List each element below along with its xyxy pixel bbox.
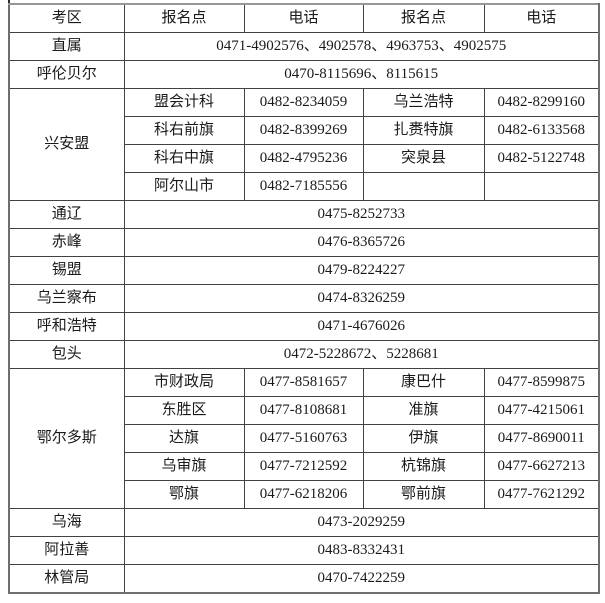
site-cell: 鄂前旗 [362, 480, 485, 509]
table-row-zhishu: 直属 0471-4902576、4902578、4963753、4902575 [8, 32, 600, 61]
phone-cell: 0479-8224227 [123, 256, 600, 285]
contact-table-wrapper: 考区 报名点 电话 报名点 电话 直属 0471-4902576、4902578… [8, 3, 600, 594]
phone-cell: 0470-7422259 [123, 564, 600, 594]
phone-cell: 0477-7621292 [483, 480, 600, 509]
site-cell: 科右中旗 [123, 144, 245, 173]
table-row-wulanchabu: 乌兰察布 0474-8326259 [8, 284, 600, 313]
site-cell: 达旗 [123, 424, 245, 453]
table-row-eerduosi-3: 达旗 0477-5160763 伊旗 0477-8690011 [9, 424, 600, 453]
phone-cell [483, 172, 600, 201]
site-cell: 杭锦旗 [362, 452, 485, 481]
header-registration-site-1: 报名点 [123, 3, 245, 33]
district-cell: 包头 [8, 340, 125, 369]
header-exam-district: 考区 [8, 3, 125, 33]
site-cell: 突泉县 [362, 144, 485, 173]
table-row-wuhai: 乌海 0473-2029259 [8, 508, 600, 537]
table-row-hulunbeier: 呼伦贝尔 0470-8115696、8115615 [8, 60, 600, 89]
phone-cell: 0477-4215061 [483, 396, 600, 425]
header-phone-2: 电话 [483, 3, 600, 33]
exam-registration-contact-table: 考区 报名点 电话 报名点 电话 直属 0471-4902576、4902578… [8, 3, 600, 594]
phone-cell: 0482-8399269 [243, 116, 364, 145]
site-cell: 伊旗 [362, 424, 485, 453]
table-row-huhehaote: 呼和浩特 0471-4676026 [8, 312, 600, 341]
site-cell: 盟会计科 [123, 88, 245, 117]
phone-cell: 0477-8599875 [483, 368, 600, 397]
phone-cell: 0475-8252733 [123, 200, 600, 229]
district-cell: 赤峰 [8, 228, 125, 257]
phone-cell: 0483-8332431 [123, 536, 600, 565]
phone-cell: 0472-5228672、5228681 [123, 340, 600, 369]
phone-cell: 0471-4902576、4902578、4963753、4902575 [123, 32, 600, 61]
table-row-ximeng: 锡盟 0479-8224227 [8, 256, 600, 285]
phone-cell: 0470-8115696、8115615 [123, 60, 600, 89]
district-cell: 直属 [8, 32, 125, 61]
table-row-eerduosi-2: 东胜区 0477-8108681 准旗 0477-4215061 [9, 396, 600, 425]
district-cell: 锡盟 [8, 256, 125, 285]
cut-off-border-stub [8, 0, 10, 4]
table-row-eerduosi-1: 鄂尔多斯 市财政局 0477-8581657 康巴什 0477-8599875 [8, 368, 600, 509]
table-row-baotou: 包头 0472-5228672、5228681 [8, 340, 600, 369]
phone-cell: 0473-2029259 [123, 508, 600, 537]
site-cell: 科右前旗 [123, 116, 245, 145]
phone-cell: 0477-7212592 [243, 452, 364, 481]
phone-cell: 0476-8365726 [123, 228, 600, 257]
phone-cell: 0482-8234059 [243, 88, 364, 117]
table-row-xinganmeng-2: 科右前旗 0482-8399269 扎赉特旗 0482-6133568 [9, 116, 600, 145]
district-cell: 呼伦贝尔 [8, 60, 125, 89]
table-row-xinganmeng-3: 科右中旗 0482-4795236 突泉县 0482-5122748 [9, 144, 600, 173]
site-cell: 市财政局 [123, 368, 245, 397]
phone-cell: 0477-8581657 [243, 368, 364, 397]
table-row-alashan: 阿拉善 0483-8332431 [8, 536, 600, 565]
site-cell: 鄂旗 [123, 480, 245, 509]
phone-cell: 0482-5122748 [483, 144, 600, 173]
site-cell: 阿尔山市 [123, 172, 245, 201]
site-cell: 扎赉特旗 [362, 116, 485, 145]
phone-cell: 0482-8299160 [483, 88, 600, 117]
district-cell: 林管局 [8, 564, 125, 594]
district-cell: 呼和浩特 [8, 312, 125, 341]
phone-cell: 0471-4676026 [123, 312, 600, 341]
table-row-xinganmeng-1: 兴安盟 盟会计科 0482-8234059 乌兰浩特 0482-8299160 [8, 88, 600, 201]
header-registration-site-2: 报名点 [362, 3, 485, 33]
phone-cell: 0474-8326259 [123, 284, 600, 313]
site-cell [362, 172, 485, 201]
district-cell: 兴安盟 [8, 88, 125, 201]
table-row-tongliao: 通辽 0475-8252733 [8, 200, 600, 229]
site-cell: 康巴什 [362, 368, 485, 397]
table-header-row: 考区 报名点 电话 报名点 电话 [8, 3, 600, 33]
phone-cell: 0477-8108681 [243, 396, 364, 425]
phone-cell: 0482-7185556 [243, 172, 364, 201]
phone-cell: 0477-8690011 [483, 424, 600, 453]
phone-cell: 0482-4795236 [243, 144, 364, 173]
site-cell: 乌审旗 [123, 452, 245, 481]
table-row-eerduosi-4: 乌审旗 0477-7212592 杭锦旗 0477-6627213 [9, 452, 600, 481]
header-phone-1: 电话 [243, 3, 364, 33]
phone-cell: 0482-6133568 [483, 116, 600, 145]
table-row-chifeng: 赤峰 0476-8365726 [8, 228, 600, 257]
phone-cell: 0477-5160763 [243, 424, 364, 453]
district-cell: 鄂尔多斯 [8, 368, 125, 509]
phone-cell: 0477-6218206 [243, 480, 364, 509]
table-row-xinganmeng-4: 阿尔山市 0482-7185556 [9, 172, 600, 201]
site-cell: 东胜区 [123, 396, 245, 425]
phone-cell: 0477-6627213 [483, 452, 600, 481]
district-cell: 乌海 [8, 508, 125, 537]
district-cell: 阿拉善 [8, 536, 125, 565]
district-cell: 乌兰察布 [8, 284, 125, 313]
site-cell: 准旗 [362, 396, 485, 425]
site-cell: 乌兰浩特 [362, 88, 485, 117]
district-cell: 通辽 [8, 200, 125, 229]
table-row-linguanju: 林管局 0470-7422259 [8, 564, 600, 594]
